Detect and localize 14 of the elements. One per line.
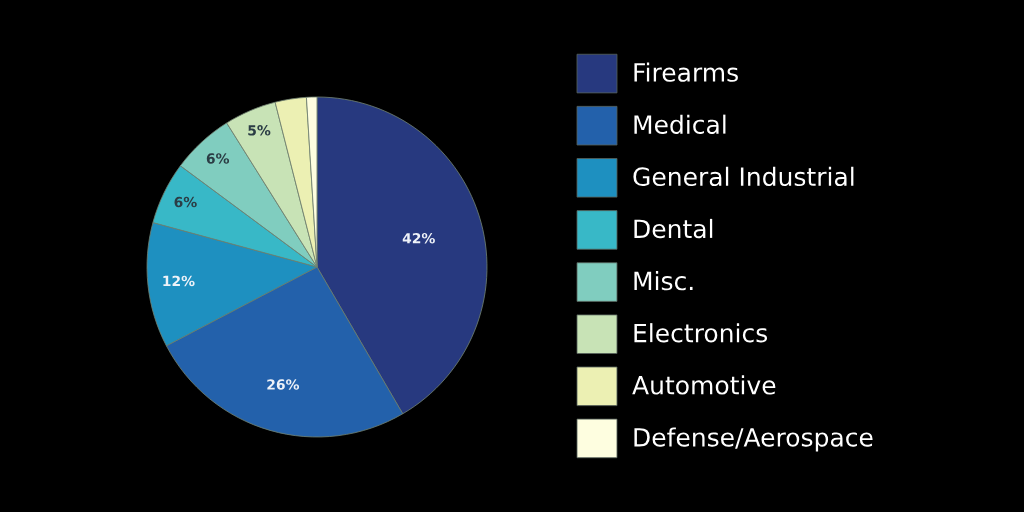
data-label: 5% [248,125,271,136]
legend-label: Automotive [632,375,776,395]
data-label: 26% [267,379,300,390]
legend-label: Defense/Aerospace [634,427,873,452]
data-label: 6% [174,196,197,208]
data-label: 42% [402,232,435,244]
legend-label: Dental [634,218,713,239]
data-label: 12% [163,275,195,287]
legend-label: Electronics [634,323,768,343]
legend-label: Firearms [634,62,738,82]
legend-label: Medical [634,114,726,134]
legend-label: General Industrial [633,166,854,187]
data-label: 6% [206,153,230,164]
legend-label: Misc. [634,271,693,291]
